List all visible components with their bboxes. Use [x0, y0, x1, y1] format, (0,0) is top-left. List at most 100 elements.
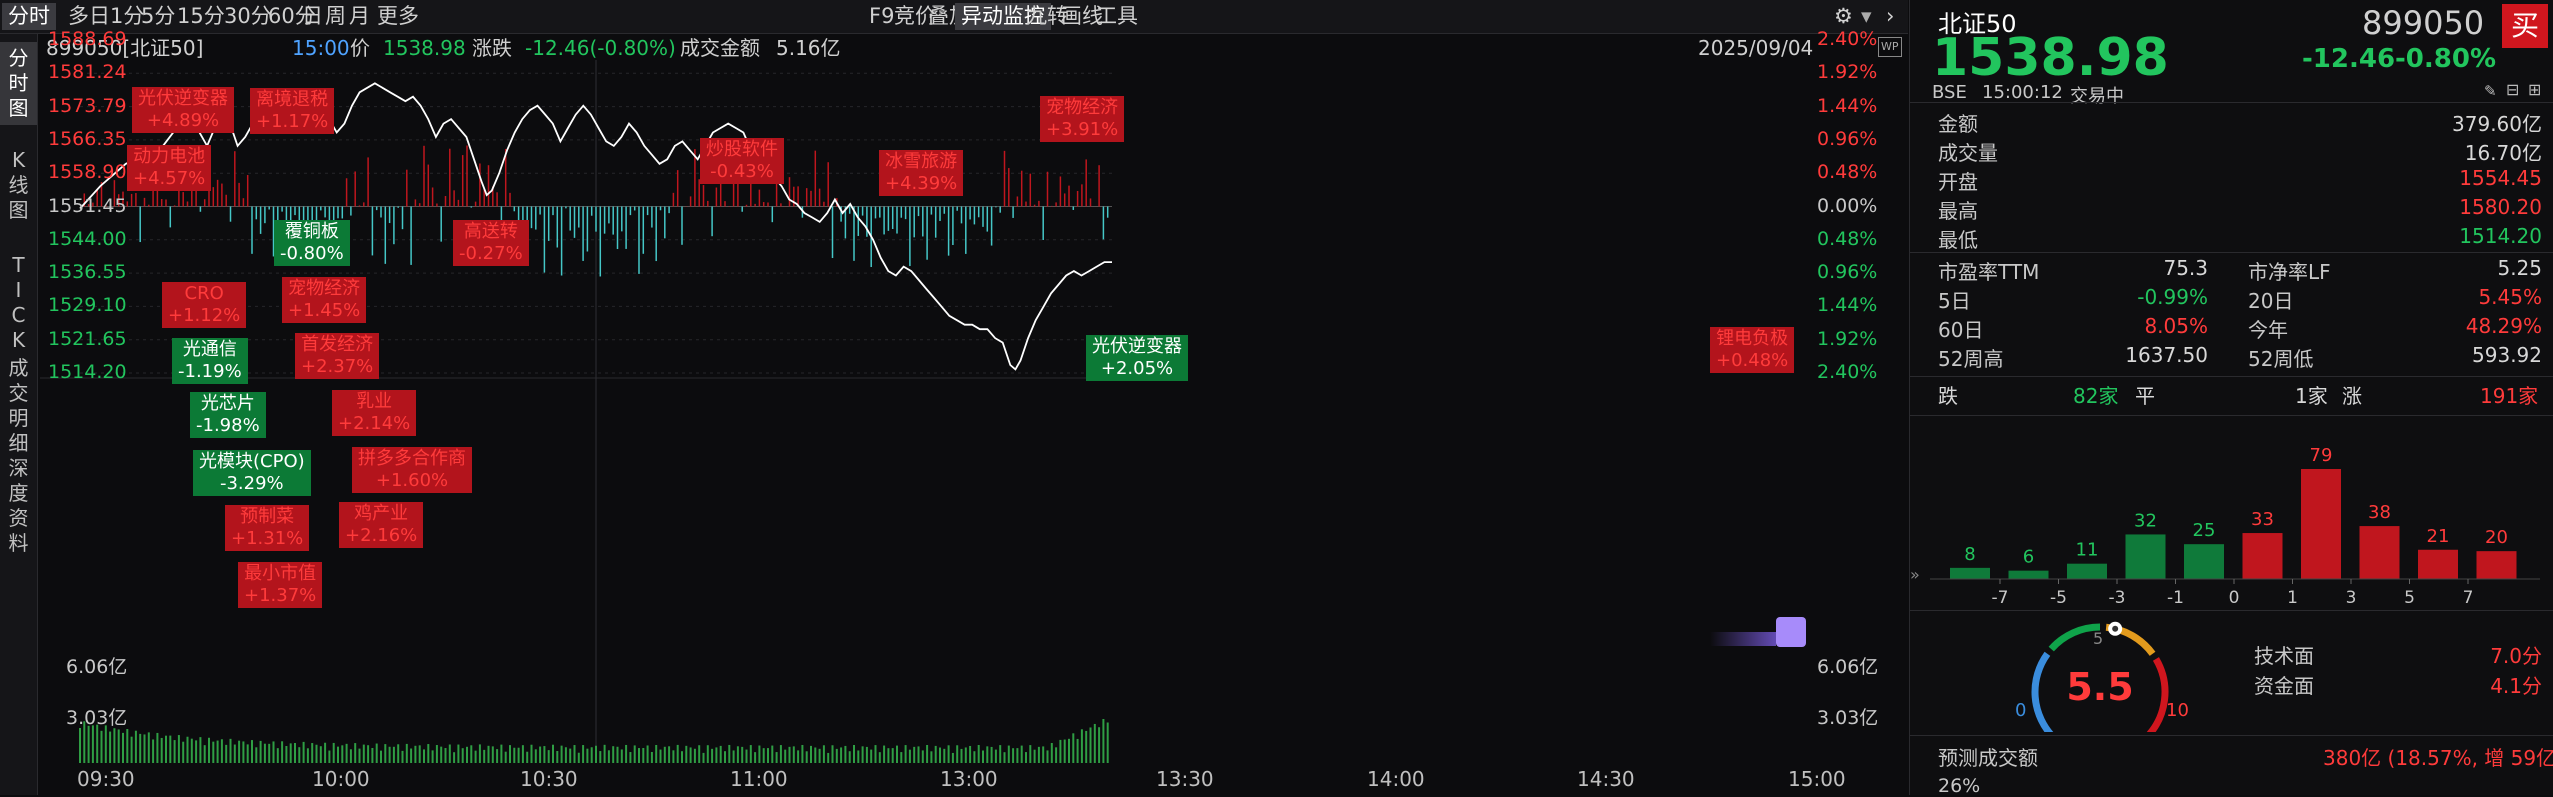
- distribution-bar: [2008, 570, 2049, 579]
- tool-button[interactable]: 九转: [1026, 4, 1068, 28]
- left-tab[interactable]: 深度资料: [0, 452, 37, 560]
- timeline-scroll-handle[interactable]: [1776, 617, 1806, 647]
- distribution-bar-label: 79: [2310, 445, 2333, 466]
- callout-pct: -0.43%: [710, 161, 774, 182]
- distribution-bar-label: 38: [2368, 502, 2391, 523]
- timeframe-tab[interactable]: 周: [325, 4, 346, 28]
- callout-pct: +2.37%: [301, 356, 374, 377]
- left-tab-char: K: [11, 328, 26, 352]
- left-tab[interactable]: 成交明细: [0, 352, 37, 460]
- timeframe-tab[interactable]: 月: [349, 4, 370, 28]
- quote-row-label: 最高: [1938, 199, 1978, 223]
- sector-callout[interactable]: 乳业 +2.14%: [332, 390, 417, 436]
- left-tab-char: 图: [8, 96, 29, 120]
- sector-callout[interactable]: 光芯片 -1.98%: [190, 392, 266, 438]
- left-tab[interactable]: 分时图: [0, 42, 37, 125]
- callout-name: 光伏逆变器: [138, 88, 228, 109]
- score-label: 资金面: [2254, 674, 2314, 698]
- info-price: 1538.98: [383, 36, 466, 60]
- left-tab-char: C: [11, 303, 26, 327]
- info-time: 15:00: [292, 36, 350, 60]
- tool-button[interactable]: 竞价: [894, 4, 936, 28]
- turnover-label: 成交金额: [680, 36, 760, 60]
- left-tab-char: 图: [8, 198, 29, 222]
- sector-callout[interactable]: 动力电池 +4.57%: [127, 145, 212, 191]
- sector-callout[interactable]: 高送转 -0.27%: [453, 220, 529, 266]
- timeframe-tab[interactable]: 分时: [2, 3, 56, 30]
- sector-callout[interactable]: 光伏逆变器 +2.05%: [1086, 335, 1188, 381]
- distribution-bar: [2067, 563, 2107, 579]
- score-gauge: [2031, 621, 2169, 732]
- timeframe-tab[interactable]: 日: [302, 4, 323, 28]
- sector-callout[interactable]: 覆铜板 -0.80%: [274, 220, 350, 266]
- quote-timestamp: 15:00:12: [1982, 82, 2063, 103]
- left-tab-char: 明: [8, 406, 29, 430]
- stat-label: 市净率LF: [2248, 260, 2331, 284]
- callout-pct: +2.16%: [345, 525, 418, 546]
- plus-icon[interactable]: ⊞: [2528, 80, 2542, 99]
- chevron-right-icon[interactable]: ›: [1886, 4, 1895, 28]
- timeframe-tab[interactable]: 更多: [377, 4, 419, 28]
- forecast-label: 预测成交额: [1938, 746, 2038, 770]
- callout-name: 锂电负极: [1716, 328, 1789, 349]
- score-label: 技术面: [2254, 644, 2314, 668]
- buy-button[interactable]: 买: [2502, 4, 2548, 48]
- timeframe-tab[interactable]: 60分: [268, 4, 316, 28]
- x-axis-label: 15:00: [1788, 767, 1846, 791]
- callout-pct: -0.80%: [280, 243, 344, 264]
- sector-callout[interactable]: 宠物经济 +1.45%: [282, 277, 367, 323]
- tool-button[interactable]: 工具: [1096, 4, 1138, 28]
- info-turnover: 5.16亿: [776, 36, 841, 60]
- sector-callout[interactable]: 宠物经济 +3.91%: [1040, 96, 1125, 142]
- sector-callout[interactable]: 光通信 -1.19%: [172, 338, 248, 384]
- timeframe-tab[interactable]: 30分: [224, 4, 272, 28]
- intraday-chart[interactable]: [38, 60, 1908, 795]
- callout-name: 高送转: [463, 221, 518, 242]
- sector-callout[interactable]: 鸡产业 +2.16%: [339, 502, 424, 548]
- distribution-bar-label: 6: [2023, 547, 2034, 568]
- left-tab-char: 线: [8, 173, 29, 197]
- settings-gear-icon[interactable]: ⚙: [1834, 4, 1853, 28]
- wp-badge[interactable]: WP: [1878, 37, 1902, 57]
- callout-pct: -1.19%: [178, 361, 242, 382]
- gauge-arc: [2031, 651, 2054, 732]
- timeframe-tab[interactable]: 5分: [141, 4, 176, 28]
- sector-callout[interactable]: 炒股软件 -0.43%: [700, 138, 784, 184]
- tool-button[interactable]: F9: [869, 4, 895, 28]
- callout-pct: +4.57%: [133, 168, 206, 189]
- sector-callout[interactable]: CRO +1.12%: [162, 282, 247, 328]
- callout-pct: +1.37%: [244, 585, 317, 606]
- y-axis-right-label: 0.96%: [1817, 127, 1878, 150]
- sector-callout[interactable]: 首发经济 +2.37%: [295, 333, 380, 379]
- sector-callout[interactable]: 冰雪旅游 +4.39%: [879, 150, 964, 196]
- edit-icon[interactable]: ✎: [2484, 82, 2497, 100]
- tool-button[interactable]: 画线: [1061, 4, 1103, 28]
- y-axis-right-label: 1.44%: [1817, 294, 1878, 317]
- sector-callout[interactable]: 离境退税 +1.17%: [250, 88, 335, 134]
- sector-callout[interactable]: 预制菜 +1.31%: [225, 505, 310, 551]
- left-tab-char: 分: [8, 46, 29, 70]
- sector-callout[interactable]: 锂电负极 +0.48%: [1710, 327, 1795, 373]
- sector-callout[interactable]: 光伏逆变器 +4.89%: [132, 87, 234, 133]
- tool-button[interactable]: 异动监控: [955, 3, 1051, 30]
- panel-collapse-icon[interactable]: »: [1910, 565, 1920, 584]
- breadth-flat-value: 1家: [2295, 384, 2328, 408]
- timeframe-tab[interactable]: 1分: [110, 4, 145, 28]
- sector-callout[interactable]: 最小市值 +1.37%: [238, 562, 323, 608]
- stat-value: 1637.50: [2125, 343, 2208, 367]
- y-axis-left-label: 1573.79: [48, 94, 127, 117]
- left-tab-char: T: [12, 253, 25, 277]
- minus-icon[interactable]: ⊟: [2506, 80, 2520, 99]
- sector-callout[interactable]: 拼多多合作商 +1.60%: [352, 447, 472, 493]
- timeframe-tab[interactable]: 多日: [68, 4, 110, 28]
- sector-callout[interactable]: 光模块(CPO) -3.29%: [193, 450, 311, 496]
- distribution-tick-label: 3: [2346, 588, 2357, 606]
- callout-name: 宠物经济: [1046, 97, 1119, 118]
- timeframe-tab[interactable]: 15分: [177, 4, 225, 28]
- chevron-down-icon[interactable]: ▾: [1861, 4, 1872, 28]
- left-tab-char: 资: [8, 506, 29, 530]
- callout-pct: -1.98%: [196, 415, 260, 436]
- callout-pct: +3.91%: [1046, 119, 1119, 140]
